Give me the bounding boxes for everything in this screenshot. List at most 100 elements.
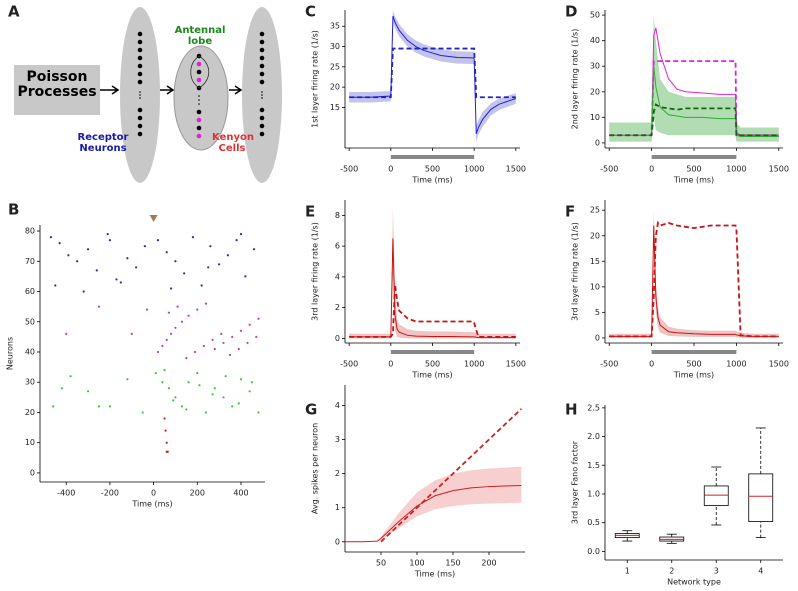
- panel-label: C: [305, 3, 316, 21]
- spike: [161, 381, 164, 384]
- spike: [237, 347, 240, 351]
- y-tick-label: 25: [590, 206, 600, 215]
- spike: [169, 287, 173, 290]
- x-axis-title: Time (ms): [411, 371, 452, 380]
- x-tick-label: 0: [388, 165, 393, 174]
- x-tick-label: 500: [425, 165, 440, 174]
- x-tick-label: 500: [686, 360, 701, 369]
- x-tick-label: 150: [445, 559, 460, 568]
- line: [609, 225, 779, 337]
- stimulus-bar: [651, 350, 737, 354]
- panel-label: D: [565, 3, 577, 21]
- y-tick-label: 60: [25, 287, 35, 296]
- y-tick-label: 40: [25, 347, 35, 356]
- x-tick-label: -500: [340, 360, 358, 369]
- spike: [218, 263, 221, 266]
- panel-label: A: [8, 3, 20, 21]
- x-tick-label: -500: [600, 360, 618, 369]
- stimulus-marker: [149, 215, 158, 222]
- line: [609, 103, 779, 137]
- x-tick-label: 0: [649, 360, 654, 369]
- spike: [207, 266, 210, 269]
- x-tick-label: 400: [233, 489, 248, 498]
- spike: [108, 405, 112, 408]
- spike: [60, 387, 63, 390]
- y-tick-label: 2.5: [587, 403, 600, 412]
- y-axis-title: 3rd layer firing rate (1/s): [571, 222, 580, 321]
- spike: [126, 378, 129, 381]
- y-tick-label: 3: [335, 435, 340, 444]
- spike: [135, 266, 138, 269]
- x-tick-label: 1000: [726, 360, 746, 369]
- y-tick-label: 6: [335, 242, 340, 251]
- spike: [58, 242, 61, 245]
- spike: [224, 375, 227, 378]
- y-tick-label: 70: [25, 257, 35, 266]
- x-tick-label: 100: [409, 559, 424, 568]
- x-axis-title: Time (ms): [131, 500, 172, 509]
- x-tick-label: 500: [686, 165, 701, 174]
- y-tick-label: 0: [595, 333, 600, 342]
- box: [748, 473, 774, 522]
- spike: [213, 387, 216, 390]
- spike: [97, 405, 101, 408]
- line: [349, 47, 516, 99]
- spike: [191, 235, 195, 239]
- panel-label: E: [305, 203, 315, 221]
- receptor-label: Receptor Neurons: [77, 132, 129, 154]
- x-tick-label: 1500: [506, 360, 526, 369]
- y-tick-label: 25: [330, 62, 340, 71]
- spike: [185, 408, 188, 411]
- spike: [185, 356, 188, 360]
- spike: [231, 335, 234, 338]
- spike: [222, 396, 225, 399]
- spike: [76, 260, 79, 263]
- y-tick-label: 4: [335, 401, 340, 410]
- confidence-band: [609, 15, 779, 142]
- y-tick-label: 20: [330, 83, 340, 92]
- spike: [257, 411, 260, 414]
- y-tick-label: 0.5: [587, 518, 600, 527]
- x-tick-label: 1500: [769, 360, 789, 369]
- spike: [143, 245, 146, 248]
- spike: [222, 341, 225, 345]
- spike: [196, 308, 199, 311]
- x-axis-title: Time (ms): [673, 176, 714, 185]
- x-tick-label: 0: [649, 165, 654, 174]
- spike: [211, 393, 214, 396]
- spike: [200, 284, 203, 287]
- line: [609, 220, 779, 338]
- panel-label: B: [8, 201, 19, 219]
- line: [345, 485, 522, 543]
- x-tick-label: 200: [190, 489, 205, 498]
- y-tick-label: 1.5: [587, 461, 600, 470]
- spike: [106, 232, 109, 236]
- spike: [211, 338, 214, 341]
- confidence-band: [349, 207, 516, 339]
- source-label: Poisson Processes: [17, 69, 97, 101]
- spike: [193, 350, 197, 354]
- spike: [202, 344, 205, 348]
- arrow: [100, 85, 120, 95]
- x-tick-label: 2: [669, 567, 674, 576]
- y-tick-label: 20: [590, 231, 600, 240]
- confidence-band: [349, 10, 516, 142]
- antennal-lobe: [173, 45, 229, 151]
- spike: [174, 326, 177, 329]
- spike: [204, 411, 208, 414]
- neuron-dots: [137, 31, 265, 137]
- spike: [248, 323, 251, 326]
- arrows: [100, 85, 243, 95]
- arrow: [160, 85, 175, 95]
- panel: 0 10 20 30 40 50 -500 0 500 1000 1500 Time (ms) 2nd …: [571, 10, 789, 185]
- panel: 0 1 2 3 4 50 100 150 200 Time (ms) Avg. spikes per…: [311, 385, 525, 579]
- spike: [248, 390, 251, 393]
- y-axis-title: 1st layer firing rate (1/s): [311, 30, 320, 128]
- x-tick-label: 3: [714, 567, 719, 576]
- y-tick-label: 2.0: [587, 432, 600, 441]
- y-axis-title: 2nd layer firing rate (1/s): [571, 29, 580, 130]
- spike: [244, 275, 247, 278]
- spike: [54, 284, 57, 287]
- spike: [67, 254, 70, 257]
